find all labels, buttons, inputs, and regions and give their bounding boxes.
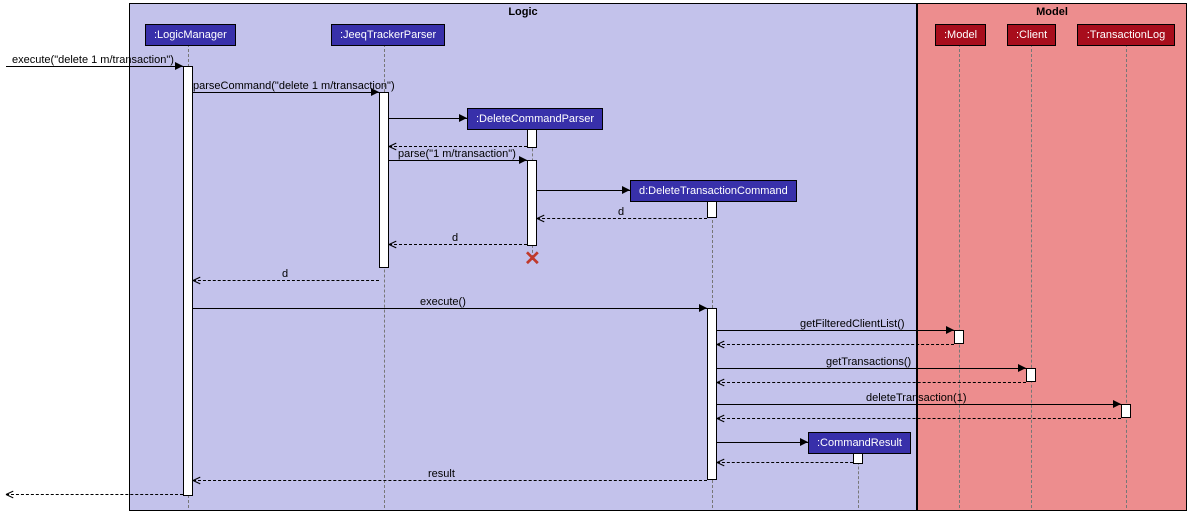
message-label-14: deleteTransaction(1)	[866, 392, 966, 404]
message-line-15	[717, 418, 1121, 419]
participant-deleteCommandParser: :DeleteCommandParser	[467, 108, 603, 130]
lifeline-transactionLog	[1126, 44, 1127, 508]
activation-4	[707, 200, 717, 218]
participant-commandResult: :CommandResult	[808, 432, 911, 454]
activation-3	[527, 160, 537, 246]
message-head-0	[175, 62, 183, 70]
sequence-diagram: Logic Model :LogicManager :JeeqTrackerParse…	[0, 0, 1192, 515]
message-line-6	[537, 218, 707, 219]
participant-jeeqTrackerParser: :JeeqTrackerParser	[331, 24, 445, 46]
message-line-8	[193, 280, 379, 281]
message-head-16	[800, 438, 808, 446]
message-label-18: result	[428, 468, 455, 480]
message-line-19	[6, 494, 183, 495]
message-line-3	[389, 146, 527, 147]
message-head-9	[699, 304, 707, 312]
message-head-4	[519, 156, 527, 164]
participant-model: :Model	[935, 24, 986, 46]
message-line-17	[717, 462, 853, 463]
activation-1	[379, 92, 389, 268]
message-label-0: execute("delete 1 m/transaction")	[12, 54, 174, 66]
region-title-model: Model	[1036, 6, 1068, 18]
activation-5	[707, 308, 717, 480]
message-label-1: parseCommand("delete 1 m/transaction")	[193, 80, 395, 92]
message-label-6: d	[618, 206, 624, 218]
activation-0	[183, 66, 193, 496]
destroy-marker: ✕	[524, 246, 541, 271]
message-line-5	[537, 190, 630, 191]
activation-2	[527, 128, 537, 148]
participant-client: :Client	[1007, 24, 1056, 46]
activation-7	[954, 330, 964, 344]
message-label-9: execute()	[420, 296, 466, 308]
participant-transactionLog: :TransactionLog	[1077, 24, 1175, 46]
activation-8	[1026, 368, 1036, 382]
message-line-9	[193, 308, 707, 309]
message-line-14	[717, 404, 1121, 405]
message-label-7: d	[452, 232, 458, 244]
message-label-12: getTransactions()	[826, 356, 911, 368]
activation-9	[1121, 404, 1131, 418]
message-line-0	[6, 66, 183, 67]
lifeline-model	[959, 44, 960, 508]
message-line-10	[717, 330, 954, 331]
message-line-4	[389, 160, 527, 161]
message-head-14	[1113, 400, 1121, 408]
message-label-10: getFilteredClientList()	[800, 318, 905, 330]
message-head-12	[1018, 364, 1026, 372]
message-head-10	[946, 326, 954, 334]
message-line-7	[389, 244, 527, 245]
participant-logicManager: :LogicManager	[145, 24, 236, 46]
region-model: Model	[917, 3, 1187, 511]
message-label-8: d	[282, 268, 288, 280]
message-line-11	[717, 344, 954, 345]
message-head-2	[459, 114, 467, 122]
message-line-12	[717, 368, 1026, 369]
message-label-4: parse("1 m/transaction")	[398, 148, 516, 160]
lifeline-client	[1031, 44, 1032, 508]
participant-deleteTransactionCommand: d:DeleteTransactionCommand	[630, 180, 797, 202]
message-line-13	[717, 382, 1026, 383]
message-head-5	[622, 186, 630, 194]
message-line-16	[717, 442, 808, 443]
message-line-1	[193, 92, 379, 93]
message-line-18	[193, 480, 707, 481]
region-title-logic: Logic	[508, 6, 537, 18]
message-line-2	[389, 118, 467, 119]
